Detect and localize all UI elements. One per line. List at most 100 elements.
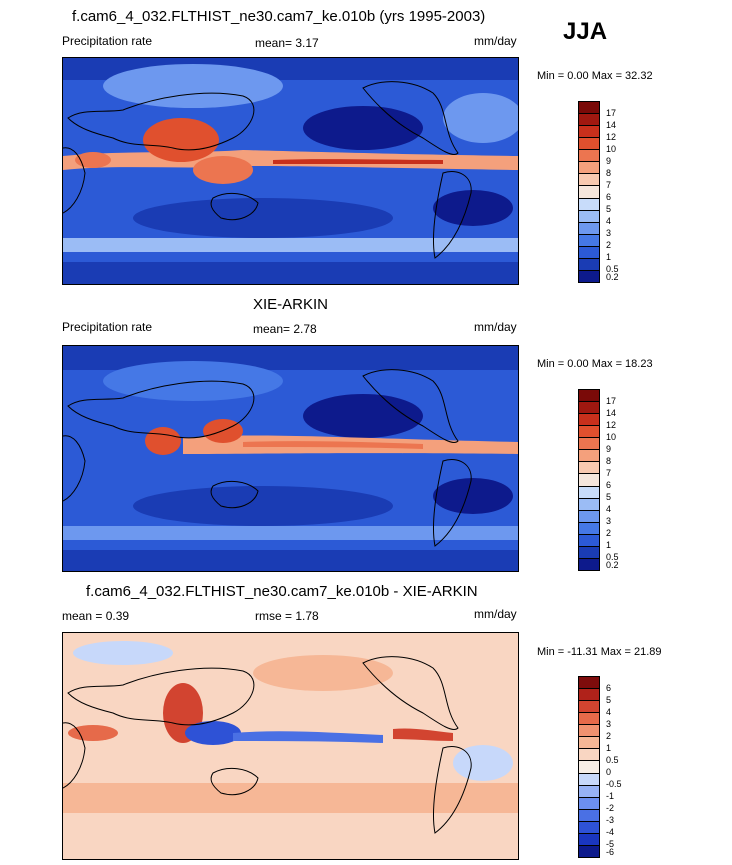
panel-3-colorbar	[578, 676, 600, 858]
colorbar-swatch	[579, 809, 599, 822]
colorbar-swatch	[579, 402, 599, 415]
colorbar-label: 7	[606, 180, 612, 190]
colorbar-swatch	[579, 749, 599, 762]
panel-1-s-subtropics	[133, 198, 393, 238]
colorbar-swatch	[579, 186, 599, 199]
panel-3-coastlines	[63, 656, 472, 834]
colorbar-label: 14	[606, 408, 617, 418]
panel-2-units-label: mm/day	[474, 320, 517, 334]
panel-1-atlantic-moderate	[443, 93, 518, 143]
colorbar-label: 17	[606, 108, 617, 118]
colorbar-swatch	[579, 713, 599, 726]
colorbar-swatch	[579, 761, 599, 774]
colorbar-label: -0.5	[606, 779, 622, 789]
colorbar-swatch	[579, 138, 599, 151]
panel-3-map-svg	[63, 633, 518, 859]
panel-3-map	[62, 632, 519, 860]
colorbar-label: 5	[606, 204, 612, 214]
colorbar-label: 3	[606, 228, 612, 238]
panel-2-mean-label: mean= 2.78	[253, 322, 317, 336]
colorbar-label: 8	[606, 168, 612, 178]
colorbar-label: 9	[606, 444, 612, 454]
colorbar-label: 7	[606, 468, 612, 478]
colorbar-swatch	[579, 198, 599, 211]
panel-2-npacific-dry	[303, 394, 423, 438]
colorbar-swatch	[579, 546, 599, 559]
colorbar-label: 9	[606, 156, 612, 166]
colorbar-label: -3	[606, 815, 615, 825]
panel-2-satlantic-dry	[433, 478, 513, 514]
panel-2-map	[62, 345, 519, 572]
colorbar-label: 12	[606, 132, 617, 142]
panel-1-coastlines	[63, 81, 472, 259]
colorbar-swatch	[579, 821, 599, 834]
panel-2-storm-track	[63, 526, 518, 540]
panel-1-monsoon-core	[143, 118, 219, 162]
colorbar-swatch	[579, 102, 599, 115]
colorbar-label: 17	[606, 396, 617, 406]
colorbar-swatch	[579, 797, 599, 810]
colorbar-swatch	[579, 558, 599, 570]
colorbar-label: 0.5	[606, 755, 619, 765]
colorbar-label: 4	[606, 216, 612, 226]
panel-1-minmax: Min = 0.00 Max = 32.32	[537, 70, 653, 82]
colorbar-label: 3	[606, 719, 612, 729]
colorbar-label: -1	[606, 791, 615, 801]
colorbar-swatch	[579, 725, 599, 738]
panel-2-monsoon-core	[145, 427, 181, 455]
colorbar-label: 5	[606, 695, 612, 705]
panel-1-units-label: mm/day	[474, 34, 517, 48]
colorbar-label: 0.2	[606, 272, 619, 282]
panel-3-rmse-label: rmse = 1.78	[255, 609, 319, 623]
panel-2-arctic-band	[63, 346, 518, 370]
panel-2-title: XIE-ARKIN	[253, 296, 329, 313]
panel-1-map-svg	[63, 58, 518, 284]
colorbar-swatch	[579, 498, 599, 511]
colorbar-swatch	[579, 689, 599, 702]
colorbar-swatch	[579, 785, 599, 798]
panel-2-asia-moderate	[103, 361, 283, 401]
panel-1-npacific-dry	[303, 106, 423, 150]
panel-1-africa-rain	[75, 152, 111, 168]
colorbar-swatch	[579, 162, 599, 175]
colorbar-swatch	[579, 174, 599, 187]
panel-3-itcz-neg	[233, 731, 383, 743]
colorbar-swatch	[579, 126, 599, 139]
colorbar-swatch	[579, 534, 599, 547]
colorbar-label: -5	[606, 839, 615, 849]
colorbar-swatch	[579, 510, 599, 523]
colorbar-swatch	[579, 258, 599, 271]
colorbar-label: 0.5	[606, 552, 619, 562]
colorbar-label: 1	[606, 743, 612, 753]
panel-3-npacific-pos	[253, 655, 393, 691]
colorbar-swatch	[579, 450, 599, 463]
panel-3-epacific-pos	[393, 728, 453, 741]
panel-1-maritime-continent	[193, 156, 253, 184]
colorbar-label: 12	[606, 420, 617, 430]
colorbar-swatch	[579, 438, 599, 451]
colorbar-label: 10	[606, 144, 617, 154]
panel-1-satlantic-dry	[433, 190, 513, 226]
panel-3-maritime-neg	[185, 721, 241, 745]
panel-3-southern-pos	[63, 783, 518, 813]
colorbar-swatch	[579, 426, 599, 439]
colorbar-swatch	[579, 390, 599, 403]
colorbar-swatch	[579, 462, 599, 475]
panel-3-antarctic-band	[63, 823, 518, 859]
colorbar-label: 14	[606, 120, 617, 130]
colorbar-label: 0.2	[606, 560, 619, 570]
panel-1-title: f.cam6_4_032.FLTHIST_ne30.cam7_ke.010b (…	[72, 8, 486, 25]
panel-3-satlantic-neg	[453, 745, 513, 781]
colorbar-swatch	[579, 474, 599, 487]
colorbar-swatch	[579, 114, 599, 127]
colorbar-label: 5	[606, 492, 612, 502]
panel-1-map	[62, 57, 519, 285]
colorbar-swatch	[579, 773, 599, 786]
colorbar-label: 6	[606, 480, 612, 490]
panel-1-variable-label: Precipitation rate	[62, 34, 153, 48]
colorbar-label: 2	[606, 528, 612, 538]
panel-3-minmax: Min = -11.31 Max = 21.89	[537, 646, 662, 658]
panel-3-title: f.cam6_4_032.FLTHIST_ne30.cam7_ke.010b -…	[86, 583, 478, 600]
colorbar-swatch	[579, 150, 599, 163]
colorbar-swatch	[579, 234, 599, 247]
